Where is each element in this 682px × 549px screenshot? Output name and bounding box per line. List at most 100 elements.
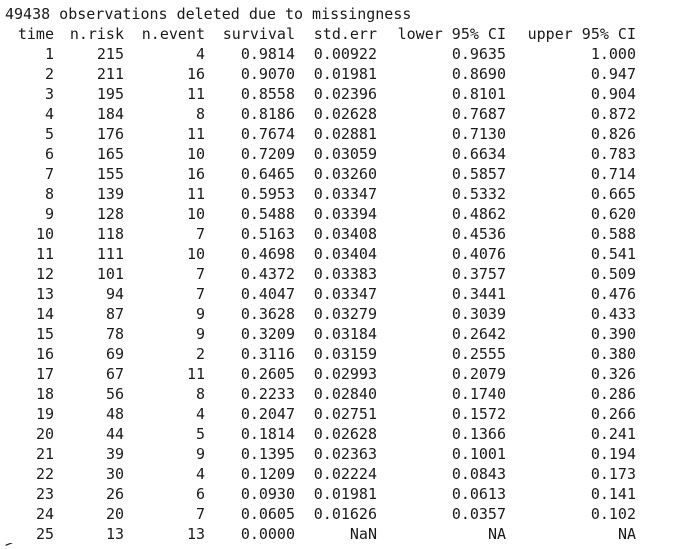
cell-survival: 0.5163 [240, 225, 295, 243]
cell-n-risk: 48 [105, 405, 124, 423]
cell-time: 7 [44, 165, 54, 183]
cell-survival: 0.1209 [240, 465, 295, 483]
cell-n-event: 7 [195, 225, 205, 243]
cell-time: 10 [35, 225, 54, 243]
cell-upper-ci: 1.000 [590, 45, 636, 63]
cell-survival: 0.1814 [240, 425, 295, 443]
cell-survival: 0.2605 [240, 365, 295, 383]
table-row: 7 155 16 0.6465 0.03260 0.5857 0.714 [0, 164, 682, 184]
cell-n-event: 11 [186, 365, 205, 383]
cell-upper-ci: NA [617, 525, 636, 543]
cell-time: 23 [35, 485, 54, 503]
table-row: 5 176 11 0.7674 0.02881 0.7130 0.826 [0, 124, 682, 144]
cell-upper-ci: 0.433 [590, 305, 636, 323]
table-header: time n.risk n.event survival std.err low… [0, 24, 682, 44]
cell-time: 25 [35, 525, 54, 543]
cell-survival: 0.4372 [240, 265, 295, 283]
cell-upper-ci: 0.286 [590, 385, 636, 403]
cell-upper-ci: 0.390 [590, 325, 636, 343]
cell-survival: 0.5488 [240, 205, 295, 223]
cell-lower-ci: 0.8690 [451, 65, 506, 83]
cell-lower-ci: 0.5857 [451, 165, 506, 183]
cell-n-risk: 128 [96, 205, 124, 223]
cell-n-event: 4 [195, 405, 205, 423]
cell-lower-ci: 0.6634 [451, 145, 506, 163]
cell-n-risk: 211 [96, 65, 124, 83]
cell-time: 8 [44, 185, 54, 203]
cell-std-err: 0.03404 [313, 245, 377, 263]
cell-upper-ci: 0.509 [590, 265, 636, 283]
table-row: 22 30 4 0.1209 0.02224 0.0843 0.173 [0, 464, 682, 484]
cell-lower-ci: 0.7687 [451, 105, 506, 123]
cell-std-err: 0.01626 [313, 505, 377, 523]
cell-std-err: 0.03347 [313, 285, 377, 303]
table-row: 20 44 5 0.1814 0.02628 0.1366 0.241 [0, 424, 682, 444]
table-row: 15 78 9 0.3209 0.03184 0.2642 0.390 [0, 324, 682, 344]
cell-std-err: 0.02993 [313, 365, 377, 383]
cell-std-err: 0.03279 [313, 305, 377, 323]
cell-n-event: 11 [186, 185, 205, 203]
cell-n-event: 16 [186, 165, 205, 183]
table-row: 17 67 11 0.2605 0.02993 0.2079 0.326 [0, 364, 682, 384]
cell-n-risk: 139 [96, 185, 124, 203]
table-row: 1 215 4 0.9814 0.00922 0.9635 1.000 [0, 44, 682, 64]
table-row: 16 69 2 0.3116 0.03159 0.2555 0.380 [0, 344, 682, 364]
cell-upper-ci: 0.380 [590, 345, 636, 363]
cell-std-err: 0.01981 [313, 65, 377, 83]
cell-survival: 0.3628 [240, 305, 295, 323]
table-row: 19 48 4 0.2047 0.02751 0.1572 0.266 [0, 404, 682, 424]
cell-n-event: 8 [195, 385, 205, 403]
cell-upper-ci: 0.173 [590, 465, 636, 483]
table-row: 14 87 9 0.3628 0.03279 0.3039 0.433 [0, 304, 682, 324]
cell-upper-ci: 0.326 [590, 365, 636, 383]
cell-n-event: 10 [186, 245, 205, 263]
cell-survival: 0.8558 [240, 85, 295, 103]
cell-n-event: 7 [195, 505, 205, 523]
table-row: 12 101 7 0.4372 0.03383 0.3757 0.509 [0, 264, 682, 284]
header-n-event: n.event [141, 25, 205, 43]
cell-upper-ci: 0.194 [590, 445, 636, 463]
cell-survival: 0.3116 [240, 345, 295, 363]
cell-std-err: 0.02628 [313, 105, 377, 123]
cell-lower-ci: 0.3757 [451, 265, 506, 283]
cell-std-err: 0.02840 [313, 385, 377, 403]
cell-n-risk: 215 [96, 45, 124, 63]
cell-n-risk: 30 [105, 465, 124, 483]
cell-n-event: 11 [186, 85, 205, 103]
cell-n-event: 8 [195, 105, 205, 123]
truncated-next-line: > [0, 543, 682, 549]
cell-lower-ci: 0.4862 [451, 205, 506, 223]
table-row: 8 139 11 0.5953 0.03347 0.5332 0.665 [0, 184, 682, 204]
cell-time: 16 [35, 345, 54, 363]
cell-lower-ci: 0.8101 [451, 85, 506, 103]
cell-n-risk: 176 [96, 125, 124, 143]
table-row: 11 111 10 0.4698 0.03404 0.4076 0.541 [0, 244, 682, 264]
cell-survival: 0.2233 [240, 385, 295, 403]
cell-survival: 0.6465 [240, 165, 295, 183]
cell-std-err: 0.03394 [313, 205, 377, 223]
cell-std-err: 0.02363 [313, 445, 377, 463]
cell-lower-ci: 0.2555 [451, 345, 506, 363]
cell-time: 20 [35, 425, 54, 443]
cell-n-risk: 26 [105, 485, 124, 503]
table-row: 3 195 11 0.8558 0.02396 0.8101 0.904 [0, 84, 682, 104]
cell-std-err: 0.02881 [313, 125, 377, 143]
header-lower-ci: lower 95% CI [397, 25, 506, 43]
cell-survival: 0.0000 [240, 525, 295, 543]
cell-n-risk: 87 [105, 305, 124, 323]
table-row: 6 165 10 0.7209 0.03059 0.6634 0.783 [0, 144, 682, 164]
cell-upper-ci: 0.102 [590, 505, 636, 523]
cell-survival: 0.9814 [240, 45, 295, 63]
cell-survival: 0.7209 [240, 145, 295, 163]
cell-n-event: 5 [195, 425, 205, 443]
cell-time: 18 [35, 385, 54, 403]
cell-lower-ci: 0.4536 [451, 225, 506, 243]
cell-time: 5 [44, 125, 54, 143]
table-row: 9 128 10 0.5488 0.03394 0.4862 0.620 [0, 204, 682, 224]
cell-n-risk: 56 [105, 385, 124, 403]
cell-std-err: 0.03347 [313, 185, 377, 203]
cell-n-event: 16 [186, 65, 205, 83]
cell-n-risk: 165 [96, 145, 124, 163]
cell-upper-ci: 0.665 [590, 185, 636, 203]
cell-lower-ci: NA [487, 525, 506, 543]
